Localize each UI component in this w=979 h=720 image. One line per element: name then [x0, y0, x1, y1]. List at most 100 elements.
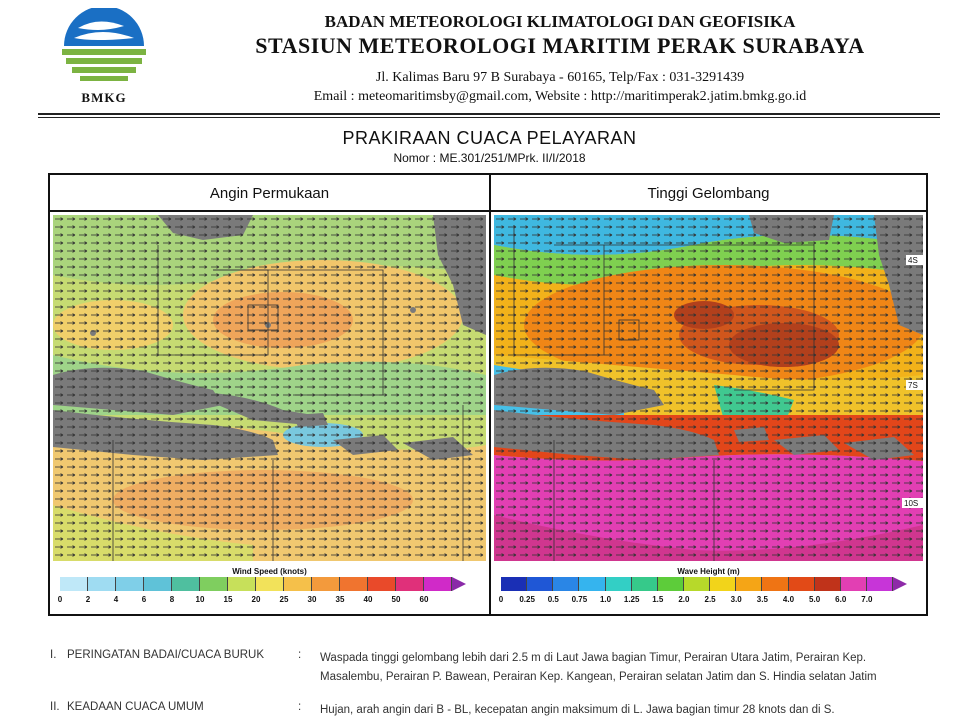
wave-scale-tick: 1.5	[652, 595, 664, 604]
wind-legend: Wind Speed (knots) 0 2 4 6 8 10 15 20 25 30 35 40 50…	[56, 565, 483, 611]
bmkg-logo-icon	[62, 6, 146, 81]
wave-scale-tick: 0	[498, 595, 504, 604]
wind-scale-tick: 0	[57, 595, 63, 604]
document-number: Nomor : ME.301/251/MPrk. II/I/2018	[393, 151, 586, 165]
wave-scale-swatch	[736, 577, 763, 591]
wind-scale-tick: 25	[279, 595, 289, 604]
wind-scale-swatch	[60, 577, 88, 591]
wave-legend-title: Wave Height (m)	[677, 567, 740, 576]
wind-color-scale	[60, 577, 452, 591]
wind-scale-tick: 15	[223, 595, 233, 604]
wind-scale-tick: 2	[85, 595, 91, 604]
wind-scale-swatch	[116, 577, 144, 591]
section-label: PERINGATAN BADAI/CUACA BURUK	[67, 649, 265, 661]
section-text-line: Masalembu, Perairan P. Bawean, Perairan …	[320, 671, 877, 683]
wave-scale-swatch	[631, 577, 658, 591]
wave-scale-swatch	[527, 577, 554, 591]
wind-scale-swatch	[228, 577, 256, 591]
wave-scale-swatch	[657, 577, 684, 591]
lat-label-10s: 10S	[904, 499, 918, 508]
contact-info: Email : meteomaritimsby@gmail.com, Websi…	[313, 89, 807, 104]
wave-scale-swatch	[710, 577, 737, 591]
wind-scale-swatch	[312, 577, 340, 591]
wave-scale-tick: 1.0	[599, 595, 612, 604]
wind-map	[53, 215, 486, 561]
wave-scale-tick: 0.5	[547, 595, 559, 604]
wind-scale-swatch	[368, 577, 396, 591]
wind-scale-tick: 6	[141, 595, 147, 604]
wave-scale-tick: 3.5	[756, 595, 768, 604]
wind-scale-swatch	[284, 577, 312, 591]
wind-scale-tick: 50	[391, 595, 401, 604]
lat-label-7s: 7S	[908, 381, 918, 390]
wind-scale-swatch	[200, 577, 228, 591]
wave-scale-tick: 2.5	[704, 595, 716, 604]
section-text: Waspada tinggi gelombang lebih dari 2.5 …	[320, 649, 950, 687]
wave-scale-tick: 7.0	[861, 595, 873, 604]
wind-scale-tick: 35	[335, 595, 345, 604]
wave-scale-swatch	[605, 577, 632, 591]
wave-scale-tick: 2.0	[678, 595, 690, 604]
wave-map: 4S 7S 10S	[494, 215, 923, 561]
section-label: KEADAAN CUACA UMUM	[67, 701, 204, 713]
wind-scale-tick: 8	[169, 595, 175, 604]
wave-scale-tick: 6.0	[835, 595, 847, 604]
wind-panel-title: Angin Permukaan	[50, 175, 489, 212]
section-text: Hujan, arah angin dari B - BL, kecepatan…	[320, 701, 950, 720]
lat-label-4s: 4S	[908, 256, 918, 265]
section-text-line: Waspada tinggi gelombang lebih dari 2.5 …	[320, 652, 867, 664]
address: Jl. Kalimas Baru 97 B Surabaya - 60165, …	[375, 70, 745, 85]
wind-scale-tick: 10	[195, 595, 205, 604]
bmkg-logo: BMKG	[58, 6, 150, 108]
wave-scale-tick: 1.25	[623, 595, 640, 604]
wave-scale-tick: 0.25	[519, 595, 535, 604]
forecast-maps: Angin Permukaan	[48, 173, 928, 616]
wind-scale-swatch	[144, 577, 172, 591]
wind-scale-tick: 60	[419, 595, 429, 604]
wind-scale-swatch	[340, 577, 368, 591]
wave-scale-swatch	[501, 577, 528, 591]
wind-scale-tick: 40	[363, 595, 373, 604]
wave-scale-tick: 4.0	[782, 595, 795, 604]
wave-legend: Wave Height (m) 0 0.25 0.5 0.75 1.0 1.25 1.5 2.…	[497, 565, 920, 611]
wave-panel: Tinggi Gelombang	[491, 175, 926, 614]
section-number: I.	[50, 649, 57, 661]
wave-panel-title: Tinggi Gelombang	[491, 175, 926, 212]
document-title: PRAKIRAAN CUACA PELAYARAN	[342, 128, 637, 148]
wind-scale-arrow	[452, 577, 466, 591]
wind-scale-tick: 20	[251, 595, 261, 604]
wind-scale-tick: 30	[307, 595, 317, 604]
wind-scale-swatch	[88, 577, 116, 591]
wind-scale-tick: 4	[113, 595, 119, 604]
wave-scale-swatch	[840, 577, 867, 591]
wave-scale-tick: 3.0	[730, 595, 742, 604]
header-divider-bottom	[38, 117, 940, 118]
wind-scale-ticks: 0 2 4 6 8 10 15 20 25 30 35 40 50 60	[57, 595, 480, 607]
wave-color-scale	[501, 577, 894, 591]
wind-scale-swatch	[396, 577, 424, 591]
wind-scale-swatch	[172, 577, 200, 591]
wave-scale-tick: 0.75	[571, 595, 588, 604]
logo-text: BMKG	[81, 90, 127, 105]
wave-scale-swatch	[866, 577, 894, 591]
wave-scale-swatch	[788, 577, 815, 591]
wave-scale-ticks: 0 0.25 0.5 0.75 1.0 1.25 1.5 2.0 2.5 3.0 3.5 4.0 5.0…	[498, 595, 921, 607]
wind-panel: Angin Permukaan	[50, 175, 491, 614]
section-colon: :	[298, 649, 302, 661]
wind-legend-title: Wind Speed (knots)	[232, 567, 307, 576]
section-colon: :	[298, 701, 302, 713]
letterhead: BMKG BADAN METEOROLOGI KLIMATOLOGI DAN G…	[0, 0, 979, 118]
section-number: II.	[50, 701, 60, 713]
wave-scale-tick: 5.0	[809, 595, 821, 604]
section-text-line: Hujan, arah angin dari B - BL, kecepatan…	[320, 704, 835, 716]
wave-scale-swatch	[814, 577, 841, 591]
wave-scale-swatch	[553, 577, 580, 591]
wave-scale-swatch	[683, 577, 711, 591]
wave-scale-swatch	[762, 577, 789, 591]
header-divider-top	[38, 113, 940, 115]
organization-name: BADAN METEOROLOGI KLIMATOLOGI DAN GEOFIS…	[324, 12, 796, 31]
wave-scale-arrow	[893, 577, 907, 591]
wind-scale-swatch	[256, 577, 284, 591]
station-name: STASIUN METEOROLOGI MARITIM PERAK SURABA…	[255, 33, 865, 58]
wave-scale-swatch	[579, 577, 606, 591]
